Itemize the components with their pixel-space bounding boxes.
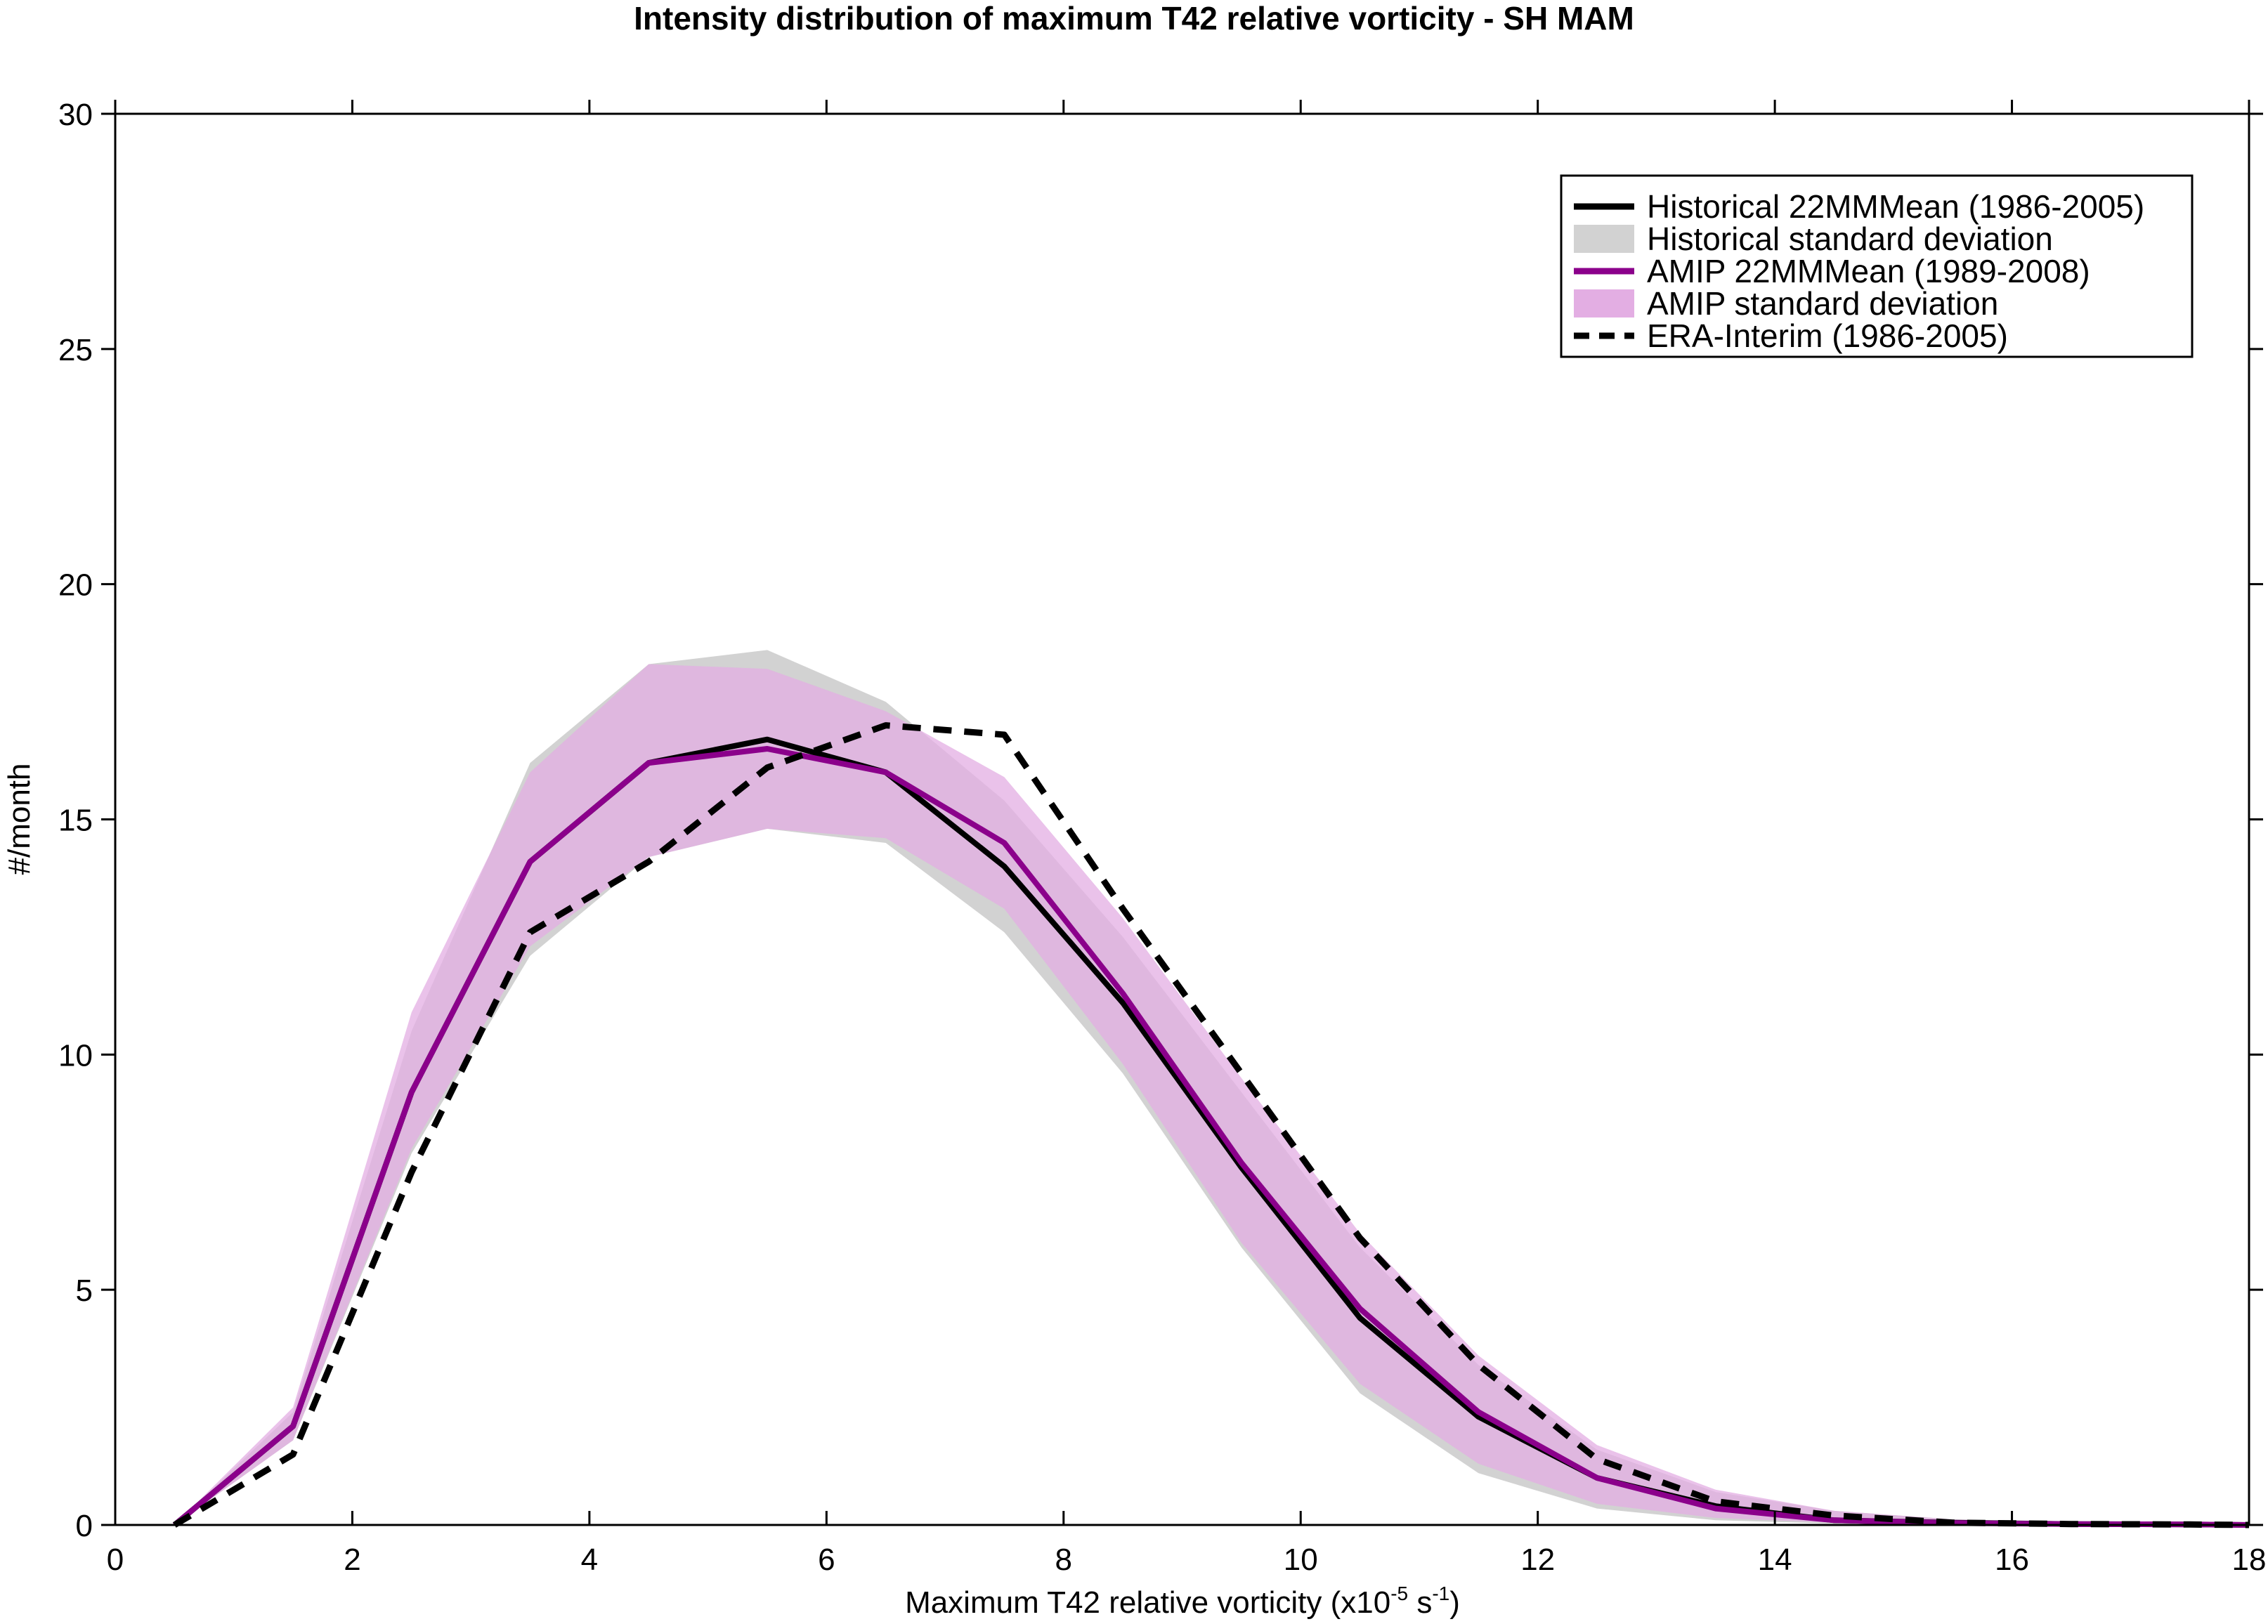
chart-title: Intensity distribution of maximum T42 re… bbox=[634, 0, 1634, 37]
line-era-interim bbox=[173, 722, 2250, 1528]
y-tick-label: 15 bbox=[58, 804, 93, 838]
x-tick-label: 18 bbox=[2232, 1543, 2267, 1577]
y-axis-label: #/month bbox=[2, 764, 37, 875]
x-axis-label-unit: s bbox=[1408, 1585, 1432, 1620]
y-tick-label: 20 bbox=[58, 568, 93, 603]
legend-box bbox=[1560, 174, 2194, 358]
legend-swatch bbox=[1574, 225, 1634, 253]
x-tick-label: 14 bbox=[1758, 1543, 1792, 1577]
x-axis-label-exponent-1: -5 bbox=[1390, 1583, 1408, 1604]
x-axis-label-exponent-2: -1 bbox=[1432, 1583, 1449, 1604]
legend-label: Historical 22MMMean (1986-2005) bbox=[1647, 188, 2144, 225]
x-tick-label: 12 bbox=[1520, 1543, 1555, 1577]
uncertainty-bands bbox=[174, 650, 2250, 1525]
legend: Historical 22MMMean (1986-2005)Historica… bbox=[1560, 174, 2194, 358]
x-tick-label: 4 bbox=[581, 1543, 598, 1577]
legend-label: ERA-Interim (1986-2005) bbox=[1647, 317, 2008, 354]
y-tick-label: 5 bbox=[76, 1273, 93, 1308]
x-tick-label: 6 bbox=[818, 1543, 835, 1577]
x-axis-label-suffix: ) bbox=[1449, 1585, 1460, 1620]
x-axis-label-prefix: Maximum T42 relative vorticity (x10 bbox=[905, 1585, 1390, 1620]
legend-label: AMIP 22MMMean (1989-2008) bbox=[1647, 253, 2090, 289]
x-tick-label: 16 bbox=[1995, 1543, 2029, 1577]
x-tick-label: 2 bbox=[344, 1543, 360, 1577]
y-tick-label: 10 bbox=[58, 1038, 93, 1073]
y-tick-label: 25 bbox=[58, 333, 93, 367]
legend-label: AMIP standard deviation bbox=[1647, 285, 1998, 322]
x-axis-label: Maximum T42 relative vorticity (x10-5 s-… bbox=[905, 1583, 1460, 1620]
x-tick-label: 8 bbox=[1055, 1543, 1072, 1577]
x-tick-label: 0 bbox=[107, 1543, 124, 1577]
series-lines bbox=[172, 722, 2250, 1528]
plot-frame bbox=[114, 112, 2250, 1526]
legend-label: Historical standard deviation bbox=[1647, 221, 2053, 257]
y-tick-label: 30 bbox=[58, 98, 93, 132]
band-amip-std bbox=[174, 664, 2250, 1525]
legend-swatch bbox=[1574, 289, 1634, 317]
y-tick-label: 0 bbox=[76, 1509, 93, 1543]
axes: 0 2 4 6 8 10 12 14 16 18 0 5 10 15 20 25 30 bbox=[58, 98, 2266, 1577]
x-tick-label: 10 bbox=[1284, 1543, 1318, 1577]
